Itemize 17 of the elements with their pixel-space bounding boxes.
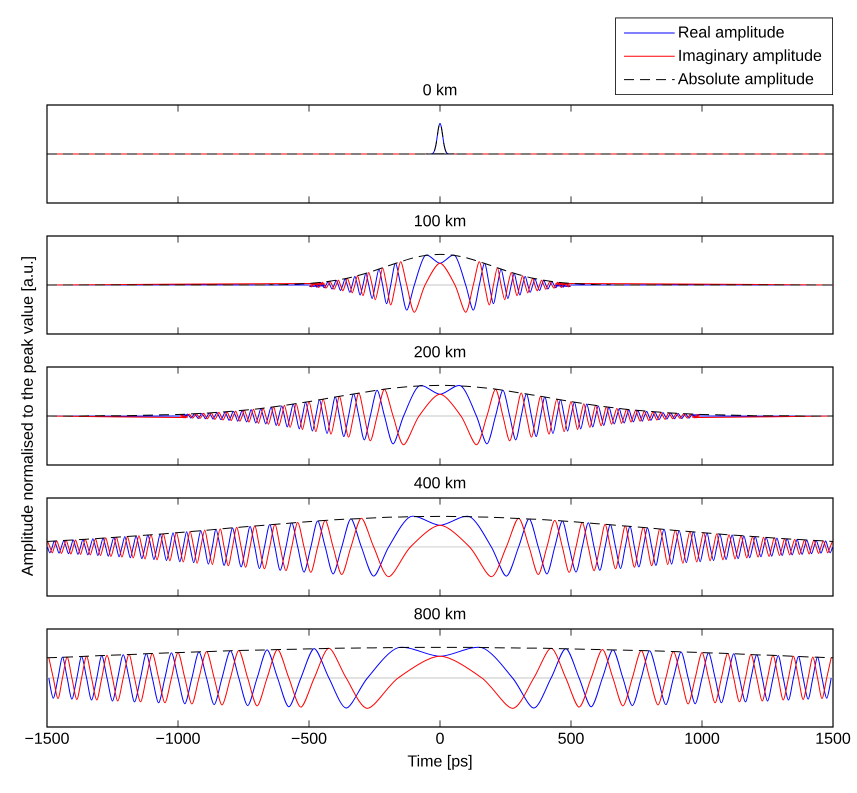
- x-tick-label: −1000: [156, 732, 200, 744]
- chart-title: 0 km: [423, 84, 456, 96]
- x-tick-label: 1500: [816, 732, 850, 744]
- y-axis-title: Amplitude normalised to the peak value [a.u.]: [21, 257, 36, 576]
- chart-title: 200 km: [414, 346, 466, 358]
- legend-label: Imaginary amplitude: [679, 49, 822, 64]
- x-tick-label: 500: [558, 732, 584, 744]
- legend-label: Real amplitude: [679, 26, 784, 41]
- chart-title: 100 km: [414, 214, 466, 226]
- legend-label: Absolute amplitude: [678, 72, 814, 88]
- x-tick-label: 1000: [685, 732, 720, 744]
- x-tick-label: 0: [436, 732, 444, 744]
- chart-title: 800 km: [414, 608, 466, 620]
- x-tick-label: −1500: [25, 732, 69, 744]
- chart-title: 400 km: [414, 476, 466, 488]
- x-axis-title: Time [ps]: [408, 754, 472, 770]
- x-tick-label: −500: [292, 732, 326, 744]
